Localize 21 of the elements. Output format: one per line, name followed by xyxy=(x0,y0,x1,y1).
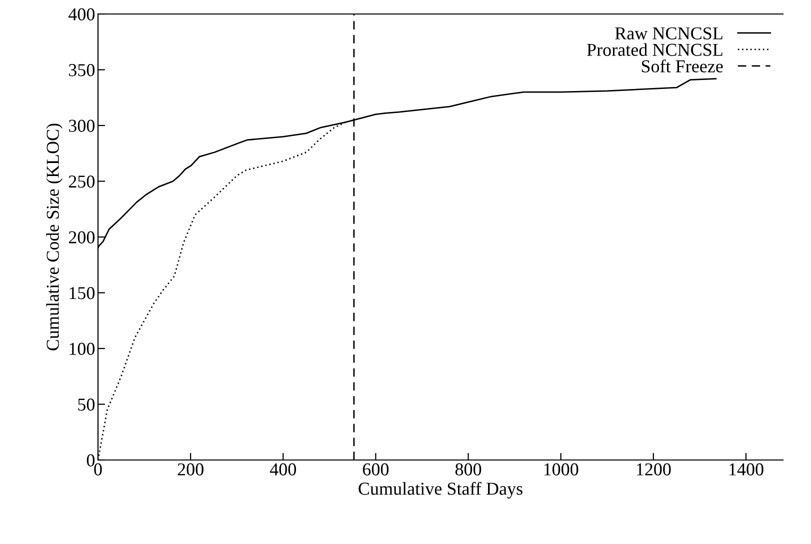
y-tick-label: 300 xyxy=(69,120,95,132)
y-tick-label: 150 xyxy=(70,287,95,300)
y-tick-label: 400 xyxy=(68,8,95,20)
legend-label: Soft Freeze xyxy=(642,60,723,72)
y-tick-label: 200 xyxy=(68,231,95,244)
y-tick-label: 0 xyxy=(86,454,95,466)
x-axis-title: Cumulative Staff Days xyxy=(358,482,522,499)
x-tick-label: 600 xyxy=(362,463,389,476)
legend-label: Raw NCNCSL xyxy=(615,27,722,40)
x-tick-label: 400 xyxy=(270,463,296,476)
y-tick-label: 250 xyxy=(68,176,95,188)
y-tick-label: 100 xyxy=(70,342,95,355)
x-tick-label: 1000 xyxy=(544,463,578,476)
x-tick-label: 200 xyxy=(178,463,204,476)
legend-label: Prorated NCNCSL xyxy=(587,43,722,56)
x-tick-label: 1400 xyxy=(730,463,764,476)
y-axis-title: Cumulative Code Size (KLOC) xyxy=(46,124,63,350)
x-tick-label: 800 xyxy=(455,463,482,476)
y-tick-label: 50 xyxy=(78,398,95,411)
y-tick-label: 350 xyxy=(69,64,95,76)
x-tick-label: 1200 xyxy=(636,463,671,476)
